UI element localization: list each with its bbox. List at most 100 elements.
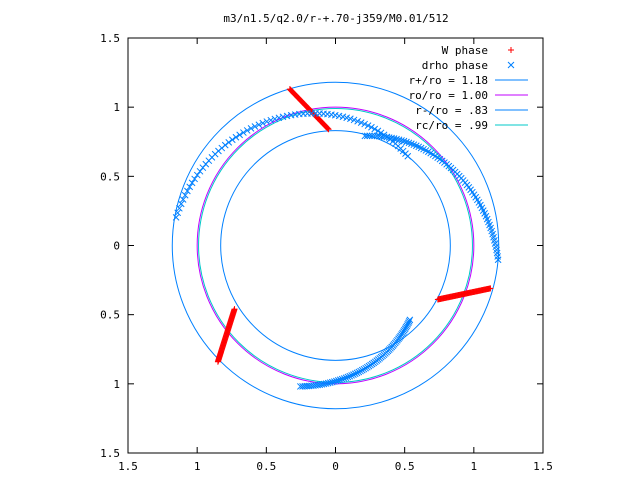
point-1-1-13	[393, 135, 400, 143]
x-tick-label-2: 0.5	[256, 460, 276, 473]
point-1-0-61	[191, 175, 198, 183]
point-1-0-63	[186, 183, 194, 191]
point-1-0-37	[275, 114, 283, 122]
point-1-0-65	[181, 191, 189, 199]
point-1-1-11	[388, 134, 395, 142]
point-1-2-28	[353, 369, 361, 377]
point-1-0-48	[232, 133, 240, 141]
x-tick-label-0: 1.5	[118, 460, 138, 473]
point-1-1-12	[390, 135, 398, 142]
point-1-2-19	[336, 376, 344, 384]
x-tick-label-6: 1.5	[533, 460, 553, 473]
point-1-2-17	[332, 377, 340, 385]
point-1-2-21	[340, 375, 348, 382]
point-1-0-19	[347, 115, 354, 123]
point-1-0-62	[188, 179, 196, 187]
point-1-2-70	[406, 316, 414, 324]
point-1-2-16	[330, 378, 338, 385]
y-tick-label-4: 0.5	[100, 170, 120, 183]
point-1-0-47	[236, 131, 244, 139]
point-1-0-66	[179, 196, 187, 203]
point-1-1-70	[494, 256, 502, 264]
point-1-2-31	[358, 366, 366, 374]
point-1-0-12	[371, 125, 379, 133]
y-tick-label-2: 0.5	[100, 309, 120, 322]
legend-label-0: W phase	[442, 44, 488, 57]
point-1-0-42	[255, 121, 263, 129]
circle-3	[198, 108, 473, 383]
point-0-2-70	[487, 285, 494, 292]
point-1-0-60	[193, 171, 201, 179]
point-1-0-35	[283, 112, 291, 120]
point-1-1-1	[363, 132, 371, 140]
point-1-2-15	[328, 378, 336, 386]
legend-swatch-0	[508, 47, 514, 53]
point-1-0-70	[172, 214, 180, 221]
legend-label-2: r+/ro = 1.18	[409, 74, 488, 87]
y-tick-label-3: 0	[113, 240, 120, 253]
axis-ticks: 1.5 1 0.5 0 0.5 1 1.51.510.500.511.5	[100, 32, 553, 473]
point-1-2-30	[357, 367, 364, 375]
point-1-0-41	[259, 119, 267, 127]
point-1-2-24	[346, 372, 354, 380]
x-tick-label-4: 0.5	[395, 460, 415, 473]
y-tick-label-6: 1.5	[100, 32, 120, 45]
point-1-2-22	[342, 374, 350, 382]
point-1-1-16	[400, 137, 408, 145]
point-1-0-15	[361, 120, 369, 128]
point-1-2-26	[350, 371, 357, 378]
point-1-0-40	[263, 118, 271, 125]
circle-2	[220, 130, 451, 361]
legend-label-3: ro/ro = 1.00	[409, 89, 488, 102]
point-1-0-44	[247, 125, 255, 132]
point-1-2-23	[344, 373, 352, 381]
x-tick-label-5: 1	[471, 460, 478, 473]
y-tick-label-1: 1	[113, 378, 120, 391]
legend-label-1: drho phase	[422, 59, 488, 72]
point-1-0-14	[364, 122, 372, 129]
point-1-0-13	[368, 123, 375, 131]
circle-1	[196, 106, 475, 385]
point-1-0-11	[374, 127, 382, 135]
point-1-0-50	[225, 139, 233, 146]
legend-label-4: r-/ro = .83	[415, 104, 488, 117]
point-1-2-27	[351, 370, 359, 378]
point-1-2-13	[324, 379, 332, 387]
point-0-0-69	[325, 125, 332, 132]
point-1-2-20	[338, 375, 346, 383]
point-1-0-49	[228, 136, 236, 144]
point-1-0-69	[174, 209, 182, 217]
chart-marks	[171, 81, 502, 410]
y-tick-label-5: 1	[113, 101, 120, 114]
point-1-2-25	[348, 372, 355, 379]
point-1-2-18	[334, 377, 342, 384]
point-1-0-67	[177, 200, 185, 208]
point-1-2-11	[320, 380, 328, 388]
point-1-0-38	[271, 115, 279, 123]
point-1-0-45	[243, 127, 251, 134]
point-1-1-2	[366, 132, 373, 140]
point-1-0-58	[199, 164, 207, 172]
point-1-2-69	[405, 317, 413, 325]
point-1-2-14	[326, 379, 334, 386]
point-1-2-12	[322, 380, 330, 387]
point-1-0-64	[184, 187, 191, 195]
legend-swatch-1	[507, 61, 515, 69]
point-1-0-43	[251, 123, 259, 130]
point-0-0-70	[325, 126, 332, 133]
point-1-1-14	[395, 136, 403, 144]
legend: W phase drho phase r+/ro = 1.18 ro/ro = 1.0…	[409, 44, 528, 132]
point-1-0-18	[350, 116, 358, 124]
point-1-0-46	[240, 129, 247, 136]
circle-0	[171, 81, 500, 410]
point-1-0-16	[357, 119, 365, 126]
point-0-1-70	[214, 358, 221, 365]
point-1-0-17	[354, 117, 361, 125]
point-1-0-59	[196, 167, 204, 175]
point-1-0-68	[176, 204, 183, 212]
point-1-0-39	[267, 116, 275, 124]
x-tick-label-3: 0	[332, 460, 339, 473]
x-tick-label-1: 1	[194, 460, 201, 473]
point-1-2-29	[355, 368, 363, 376]
